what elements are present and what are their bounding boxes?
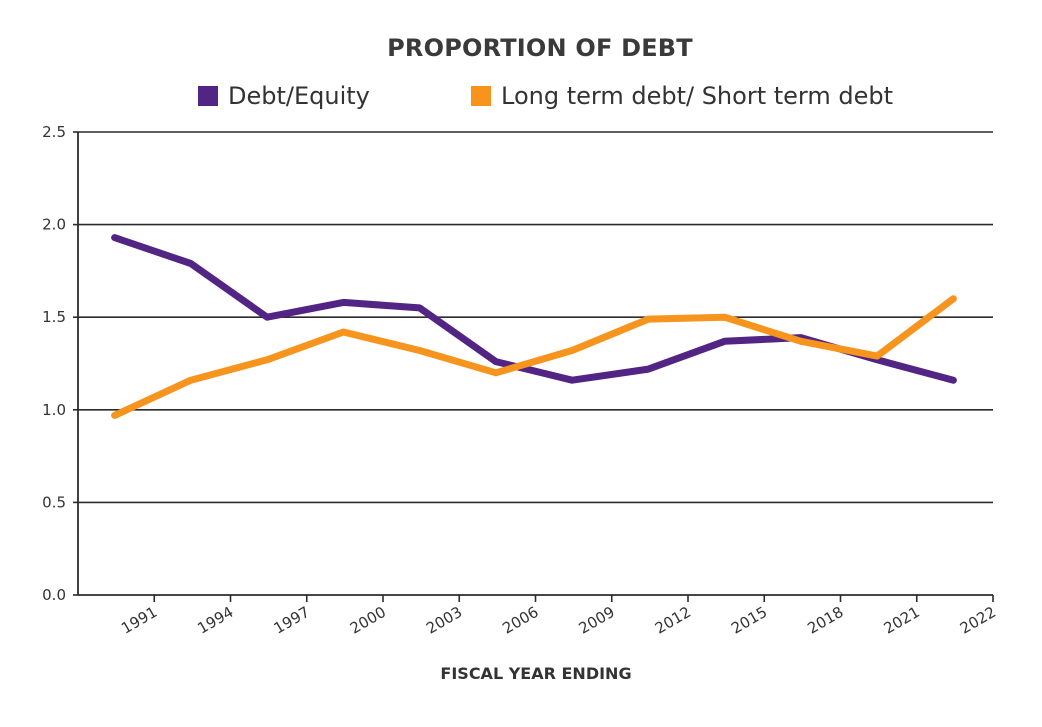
x-tick-label: 1997 [271,603,313,638]
legend-item-debt-equity: Debt/Equity [198,82,370,110]
y-tick-label: 2.0 [42,216,66,234]
x-tick-label: 2018 [804,603,846,638]
legend-label-long-short-debt: Long term debt/ Short term debt [501,82,894,110]
x-tick-label: 2021 [881,603,923,638]
legend-label-debt-equity: Debt/Equity [228,82,370,110]
y-tick-label: 1.5 [42,308,66,326]
y-tick-label: 1.0 [42,401,66,419]
x-tick-label: 2022 [957,603,999,638]
x-tick-label: 2000 [347,603,389,638]
y-tick-label: 2.5 [42,123,66,141]
chart-title: PROPORTION OF DEBT [387,34,693,62]
x-tick-label: 2012 [652,603,694,638]
x-tick-label: 2003 [423,603,465,638]
x-tick-label: 1991 [118,603,160,638]
x-tick-label: 2009 [576,603,618,638]
legend-item-long-short-debt: Long term debt/ Short term debt [471,82,893,110]
y-tick-label: 0.5 [42,493,66,511]
y-tick-label: 0.0 [42,586,66,604]
legend-swatch-debt-equity [198,86,218,106]
x-tick-label: 1994 [194,603,236,638]
x-axis-title: FISCAL YEAR ENDING [440,664,632,683]
x-tick-label: 2006 [499,603,541,638]
x-tick-label: 2015 [728,603,770,638]
legend-swatch-long-short-debt [471,86,491,106]
series-line-long-short-debt [111,295,957,419]
